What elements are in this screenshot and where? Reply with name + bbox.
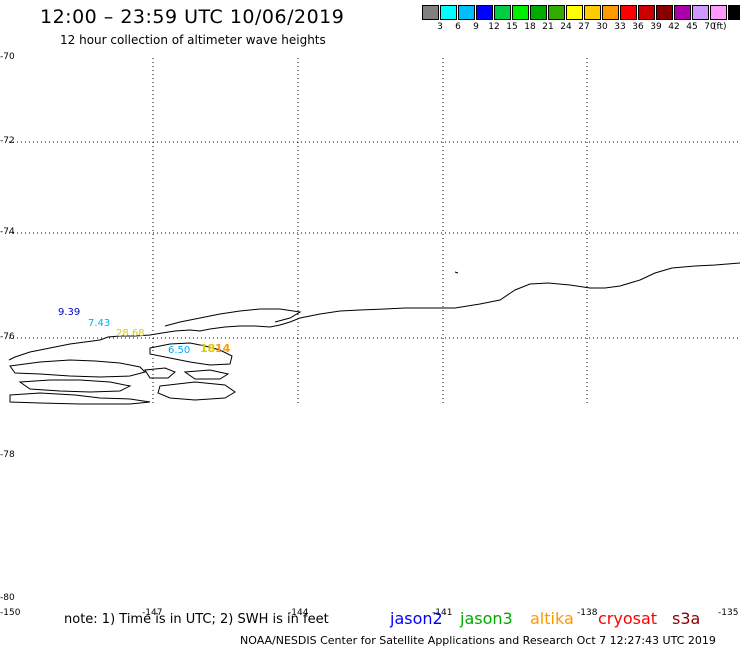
colorbar-swatch <box>512 5 529 20</box>
satellite-legend-item: cryosat <box>598 609 658 628</box>
wave-height-colorbar <box>422 5 740 20</box>
satellite-legend-item: altika <box>530 609 574 628</box>
island-5 <box>157 381 236 401</box>
lon-label-135: -135 <box>718 608 739 618</box>
colorbar-label: 21 <box>542 22 554 32</box>
lon-label-138: -138 <box>577 608 598 618</box>
colorbar-swatch <box>440 5 457 20</box>
colorbar-label: 33 <box>614 22 626 32</box>
island-1 <box>149 342 233 366</box>
colorbar-swatch <box>728 5 740 20</box>
satellite-legend-item: s3a <box>672 609 701 628</box>
colorbar-swatch <box>710 5 727 20</box>
satellite-legend-item: jason3 <box>460 609 513 628</box>
colorbar-label: 42 <box>668 22 680 32</box>
colorbar-label: 15 <box>506 22 518 32</box>
ice-shelf-edge-upper <box>164 308 302 327</box>
footer-credit: NOAA/NESDIS Center for Satellite Applica… <box>240 634 716 647</box>
colorbar-swatch <box>584 5 601 20</box>
colorbar-label: 9 <box>473 22 479 32</box>
colorbar-swatch <box>458 5 475 20</box>
colorbar-swatch <box>476 5 493 20</box>
colorbar-swatch <box>620 5 637 20</box>
island-2 <box>9 359 146 378</box>
lon-label-141: -141 <box>432 608 453 618</box>
coastline <box>8 262 740 405</box>
small-island <box>454 271 459 274</box>
island-4 <box>144 367 176 379</box>
observation-labels: 9.39 7.43 28.68 6.50 18 14 <box>58 307 231 356</box>
colorbar-label: 24 <box>560 22 572 32</box>
colorbar-swatch <box>602 5 619 20</box>
island-3 <box>18 379 132 393</box>
lat-label-72: -72 <box>0 136 15 146</box>
colorbar-label: 30 <box>596 22 608 32</box>
colorbar-swatch <box>494 5 511 20</box>
island-7 <box>9 392 151 405</box>
colorbar-label: 3 <box>437 22 443 32</box>
colorbar-label: 18 <box>524 22 536 32</box>
wave-height-label: 14 <box>215 342 231 355</box>
lon-label-147: -147 <box>142 608 163 618</box>
satellite-legend-item: jason2 <box>390 609 443 628</box>
lat-grid <box>9 141 740 339</box>
lat-label-76: -76 <box>0 332 15 342</box>
lon-label-150: -150 <box>0 608 21 618</box>
lat-label-78: -78 <box>0 450 15 460</box>
wave-height-label: 18 <box>200 342 215 355</box>
colorbar-swatch <box>692 5 709 20</box>
map-subtitle: 12 hour collection of altimeter wave hei… <box>60 33 326 47</box>
colorbar-unit: (ft) <box>713 22 727 32</box>
colorbar-label: 45 <box>686 22 698 32</box>
colorbar-label: 12 <box>488 22 500 32</box>
ice-shelf-edge <box>8 262 740 361</box>
lat-label-80: -80 <box>0 593 15 603</box>
colorbar-swatch <box>674 5 691 20</box>
wave-height-label: 28.68 <box>116 328 145 339</box>
colorbar-label: 39 <box>650 22 662 32</box>
colorbar-swatch <box>530 5 547 20</box>
wave-height-label: 6.50 <box>168 345 190 356</box>
colorbar-label: 36 <box>632 22 644 32</box>
colorbar-labels: 3 6 9 12 15 18 21 24 27 30 33 36 39 42 45 70 <box>422 22 719 32</box>
colorbar-label: 6 <box>455 22 461 32</box>
colorbar-label: 70 <box>704 22 716 32</box>
lon-label-144: -144 <box>288 608 309 618</box>
map-title: 12:00 – 23:59 UTC 10/06/2019 <box>40 6 345 28</box>
colorbar-label: 27 <box>578 22 590 32</box>
island-6 <box>183 369 230 380</box>
colorbar-swatch <box>548 5 565 20</box>
wave-height-label: 7.43 <box>88 318 110 329</box>
wave-height-label: 9.39 <box>58 307 80 318</box>
lat-label-70: -70 <box>0 52 15 62</box>
footer-note: note: 1) Time is in UTC; 2) SWH is in fe… <box>64 612 329 627</box>
lat-label-74: -74 <box>0 227 15 237</box>
colorbar-swatch <box>566 5 583 20</box>
colorbar-swatch <box>422 5 439 20</box>
colorbar-swatch <box>638 5 655 20</box>
colorbar-swatch <box>656 5 673 20</box>
